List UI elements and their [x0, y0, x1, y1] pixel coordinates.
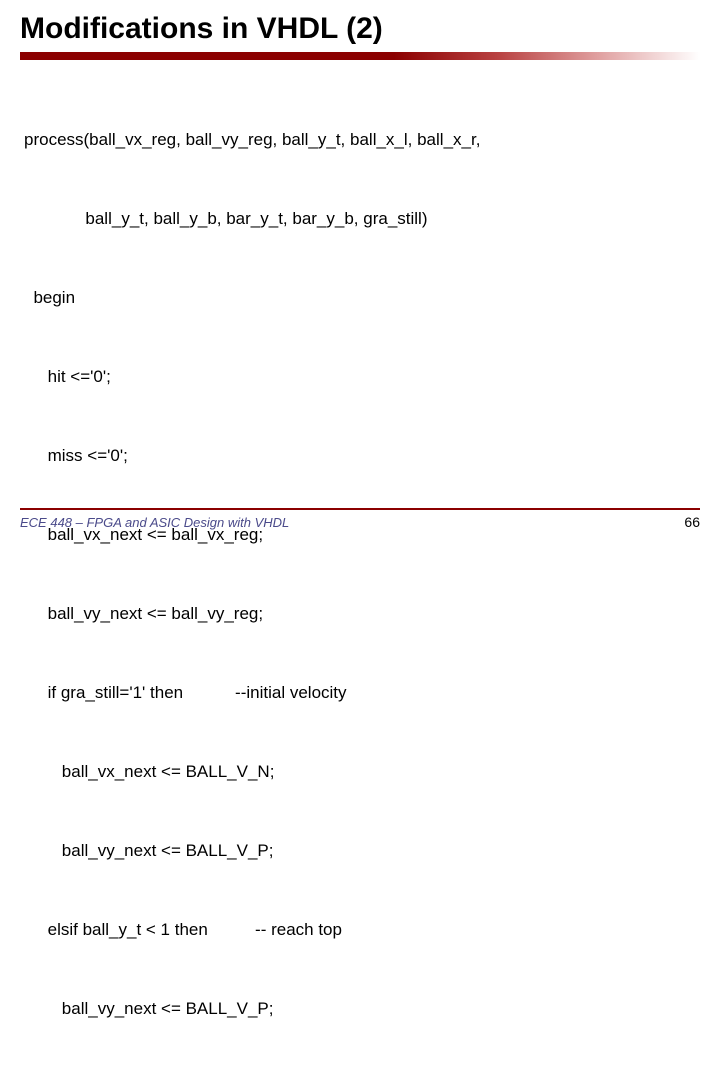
code-line: begin — [24, 285, 700, 311]
title-rule — [20, 52, 700, 60]
code-line: miss <='0'; — [24, 443, 700, 469]
code-line: ball_vy_next <= BALL_V_P; — [24, 996, 700, 1022]
code-line: ball_vy_next <= ball_vy_reg; — [24, 601, 700, 627]
code-line: process(ball_vx_reg, ball_vy_reg, ball_y… — [24, 127, 700, 153]
code-line: ball_vx_next <= BALL_V_N; — [24, 759, 700, 785]
footer: ECE 448 – FPGA and ASIC Design with VHDL… — [20, 508, 700, 530]
footer-text: ECE 448 – FPGA and ASIC Design with VHDL — [20, 515, 289, 530]
slide-title: Modifications in VHDL (2) — [20, 12, 700, 46]
code-line: if gra_still='1' then --initial velocity — [24, 680, 700, 706]
code-line: elsif ball_y_b > (MAX_Y-1) then -- reach… — [24, 1075, 700, 1080]
code-block: process(ball_vx_reg, ball_vy_reg, ball_y… — [20, 74, 700, 1080]
page-number: 66 — [684, 514, 700, 530]
code-line: ball_vy_next <= BALL_V_P; — [24, 838, 700, 864]
footer-rule — [20, 508, 700, 510]
code-line: elsif ball_y_t < 1 then -- reach top — [24, 917, 700, 943]
code-line: hit <='0'; — [24, 364, 700, 390]
code-line: ball_y_t, ball_y_b, bar_y_t, bar_y_b, gr… — [24, 206, 700, 232]
